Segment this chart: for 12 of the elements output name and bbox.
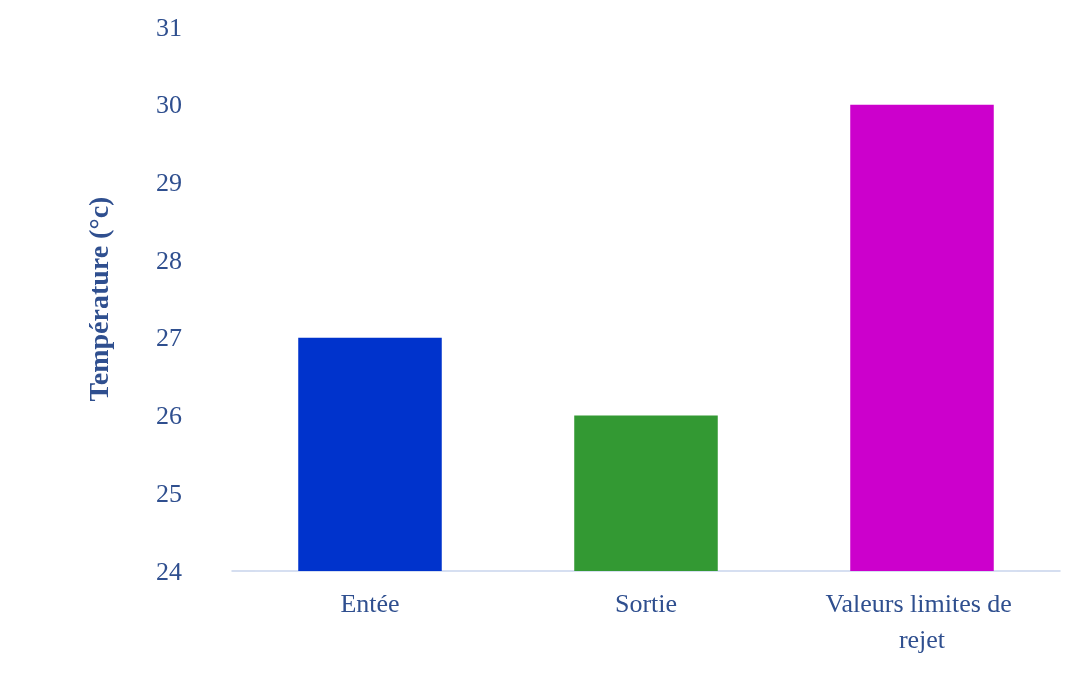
y-tick-label: 28 <box>156 245 182 275</box>
y-tick-label: 27 <box>156 323 182 353</box>
y-tick-label: 30 <box>156 90 182 120</box>
x-tick-label: Sortie <box>614 588 678 618</box>
x-tick-label: Entée <box>340 588 400 618</box>
y-tick-label: 29 <box>156 167 182 197</box>
y-tick-label: 24 <box>156 556 182 586</box>
y-tick-label: 31 <box>156 12 182 42</box>
y-axis-title: Température (°c) <box>82 196 114 402</box>
x-tick-label: Valeurs limites de rejet <box>825 588 1019 654</box>
y-tick-label: 26 <box>156 401 182 431</box>
y-tick-label: 25 <box>156 478 182 508</box>
